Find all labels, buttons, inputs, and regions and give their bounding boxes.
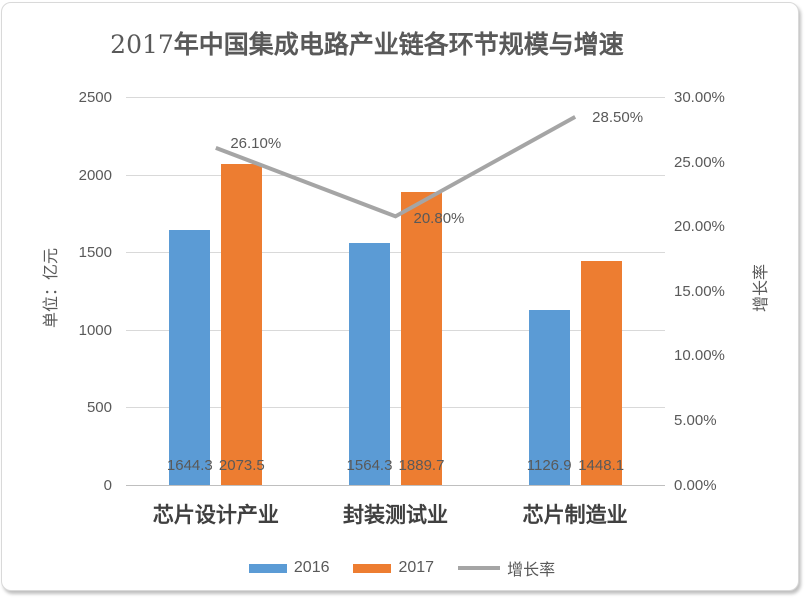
gridline [126, 252, 665, 253]
gridline [126, 407, 665, 408]
legend-label-2017: 2017 [398, 559, 435, 576]
secondary-axis-tick-label: 5.00% [674, 411, 717, 429]
secondary-axis-tick-label: 15.00% [674, 282, 725, 300]
right-axis-title: 增长率 [753, 263, 770, 313]
legend-swatch-2017 [353, 563, 392, 573]
chart-title-text: 年中国集成电路产业链各环节规模与增速 [173, 31, 624, 59]
left-axis-title: 单位：亿元 [43, 247, 60, 329]
legend-item-2016: 2016 [248, 559, 330, 577]
secondary-axis-tick-label: 30.00% [674, 89, 725, 106]
y-axis-tick-label: 1000 [78, 321, 112, 339]
secondary-axis-tick-label: 20.00% [674, 218, 725, 236]
legend-item-2017: 2017 [353, 559, 434, 577]
y-axis-tick-label: 2500 [78, 89, 112, 106]
chart-frame: 2017年中国集成电路产业链各环节规模与增速 2500 2000 1500 1000 5… [1, 2, 799, 591]
bar-2016-1 [169, 230, 211, 485]
legend-line-swatch [458, 566, 501, 570]
x-axis-category-label-3: 芯片制造业 [522, 504, 628, 527]
bar-2016-3 [528, 310, 570, 485]
x-axis-line [126, 484, 665, 486]
bar-data-label-2017-2: 1889.7 [398, 456, 445, 474]
legend-item-增长率: 增长率 [458, 556, 555, 580]
secondary-axis-tick-label: 25.00% [674, 153, 725, 171]
legend-label-2016: 2016 [293, 559, 330, 576]
chart-title-year: 2017 [110, 30, 174, 59]
secondary-axis-tick-label: 10.00% [674, 347, 725, 365]
y-axis-tick-label: 1500 [78, 244, 112, 261]
bar-2016-2 [349, 242, 390, 485]
x-axis-category-label-2: 封装测试业 [343, 504, 448, 527]
bar-2017-1 [221, 163, 263, 485]
line-data-label-3: 28.50% [592, 109, 644, 127]
chart-title: 2017年中国集成电路产业链各环节规模与增速 [2, 28, 732, 62]
bar-2017-3 [580, 260, 622, 485]
bar-data-label-2017-3: 1448.1 [578, 456, 625, 474]
legend-swatch-2016 [248, 563, 287, 573]
y-axis-tick-label: 500 [86, 399, 112, 416]
line-data-label-2: 20.80% [413, 209, 465, 227]
gridline [126, 329, 665, 331]
gridline [126, 174, 665, 176]
y-axis-tick-label: 0 [103, 476, 112, 494]
growth-rate-polyline [215, 115, 577, 219]
secondary-axis-tick-label: 0.00% [674, 476, 717, 494]
gridline [126, 97, 665, 98]
y-axis-tick-label: 2000 [78, 166, 112, 184]
bar-2017-2 [401, 192, 442, 485]
legend: 2016 2017 增长率 [2, 556, 802, 580]
bar-data-label-2016-2: 1564.3 [346, 456, 393, 474]
bar-data-label-2016-1: 1644.3 [166, 456, 213, 474]
bar-data-label-2016-3: 1126.9 [526, 456, 572, 474]
line-data-label-1: 26.10% [230, 135, 282, 153]
bar-data-label-2017-1: 2073.5 [218, 456, 265, 474]
x-axis-category-label-1: 芯片设计产业 [152, 504, 279, 527]
legend-label-增长率: 增长率 [507, 562, 556, 579]
